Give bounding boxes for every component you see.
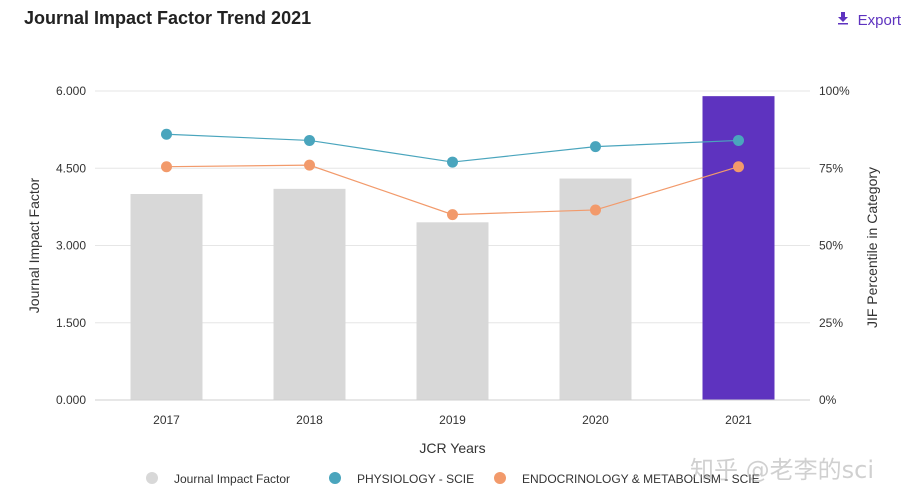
y-tick-label: 1.500 xyxy=(56,316,86,330)
chart-title: Journal Impact Factor Trend 2021 xyxy=(24,8,312,28)
export-button[interactable]: Export xyxy=(836,11,901,29)
legend-label: Journal Impact Factor xyxy=(174,472,290,486)
watermark: 知乎 @老李的sci xyxy=(690,456,874,484)
series-point-1 xyxy=(304,159,315,171)
x-axis-title: JCR Years xyxy=(419,440,485,456)
series-point-0 xyxy=(161,128,172,140)
legend-marker xyxy=(146,472,158,484)
series-point-0 xyxy=(733,134,744,146)
legend-label: PHYSIOLOGY - SCIE xyxy=(357,472,474,486)
x-tick-label: 2020 xyxy=(582,413,609,427)
legend-marker xyxy=(329,472,341,484)
y-axis-title: Journal Impact Factor xyxy=(26,177,42,313)
y2-tick-label: 0% xyxy=(819,393,837,407)
y2-axis-title: JIF Percentile in Category xyxy=(864,167,880,328)
legend-label: ENDOCRINOLOGY & METABOLISM - SCIE xyxy=(522,472,760,486)
bar-2019 xyxy=(416,222,489,400)
download-icon xyxy=(836,11,850,29)
series-point-0 xyxy=(447,156,458,168)
export-label: Export xyxy=(857,11,901,29)
x-tick-label: 2021 xyxy=(725,413,752,427)
series-point-0 xyxy=(590,141,601,153)
y2-tick-label: 100% xyxy=(819,84,850,98)
series-point-1 xyxy=(447,209,458,221)
series-line-1 xyxy=(166,164,739,216)
series-point-1 xyxy=(733,161,744,173)
y-tick-label: 3.000 xyxy=(56,239,86,253)
bar-2018 xyxy=(273,188,346,400)
series-point-1 xyxy=(161,161,172,173)
x-tick-label: 2019 xyxy=(439,413,466,427)
series-point-0 xyxy=(304,134,315,146)
y-tick-label: 0.000 xyxy=(56,393,86,407)
y-tick-label: 6.000 xyxy=(56,84,86,98)
bar-2021 xyxy=(702,96,775,401)
y2-tick-label: 75% xyxy=(819,161,843,175)
legend-marker xyxy=(494,472,506,484)
x-tick-label: 2018 xyxy=(296,413,323,427)
y2-tick-label: 25% xyxy=(819,316,843,330)
y-tick-label: 4.500 xyxy=(56,161,86,175)
y2-tick-label: 50% xyxy=(819,239,843,253)
x-tick-label: 2017 xyxy=(153,413,180,427)
series-point-1 xyxy=(590,204,601,216)
bar-2017 xyxy=(130,194,203,400)
